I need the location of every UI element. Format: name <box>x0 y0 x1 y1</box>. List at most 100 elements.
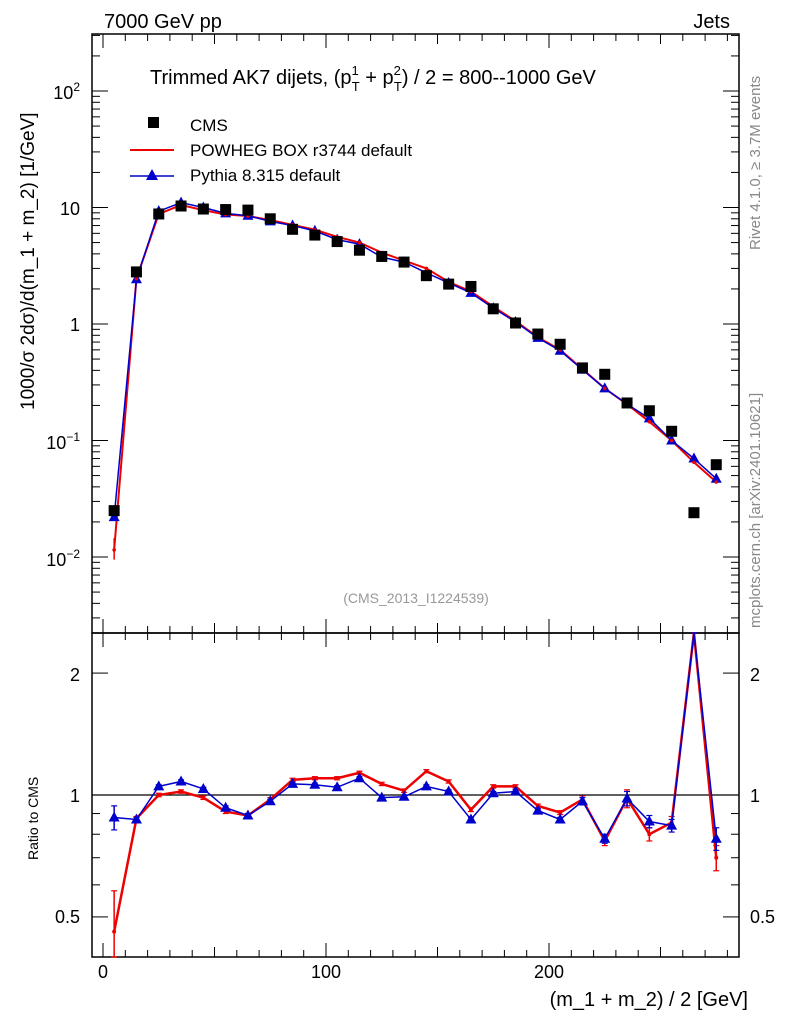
pythia-ratio-point <box>710 832 722 843</box>
powheg-ratio-point <box>335 776 340 781</box>
ratio-y-tick-labels: 2 1 0.5 2 1 0.5 <box>55 665 775 927</box>
pythia-ratio-point <box>443 785 455 796</box>
y-tick-label-0p01: 10−2 <box>46 547 80 570</box>
pythia-ratio-point <box>242 809 254 820</box>
powheg-point <box>134 276 139 281</box>
pythia-ratio-point <box>220 801 232 812</box>
cms-point <box>287 223 299 235</box>
ratio-y-tick-label-2: 2 <box>70 665 80 685</box>
y-tick-label-0p1: 10−1 <box>46 430 80 453</box>
cms-point <box>242 204 254 216</box>
pythia-ratio-point <box>398 790 410 801</box>
pythia-ratio-point <box>153 780 165 791</box>
ratio-y-tick-label-2-right: 2 <box>750 665 760 685</box>
legend-pythia-label: Pythia 8.315 default <box>190 166 341 185</box>
powheg-ratio-point <box>112 929 117 934</box>
ratio-y-tick-label-0p5-right: 0.5 <box>750 907 775 927</box>
powheg-ratio-point <box>424 769 429 774</box>
cms-point <box>510 317 522 329</box>
pythia-ratio-point <box>287 777 299 788</box>
pythia-ratio-line <box>114 632 717 841</box>
cms-point <box>554 338 566 350</box>
powheg-ratio-point <box>647 832 652 837</box>
main-y-tick-labels: 102 10 1 10−1 10−2 <box>46 80 80 570</box>
cms-point <box>331 236 343 248</box>
legend: CMS POWHEG BOX r3744 default Pythia 8.31… <box>130 116 412 185</box>
cms-point <box>197 203 209 215</box>
powheg-ratio-line <box>112 632 718 932</box>
cms-point <box>220 204 232 216</box>
cms-point <box>621 397 633 409</box>
cms-point <box>376 250 388 262</box>
pythia-ratio-point <box>621 792 633 803</box>
cms-point <box>108 505 120 517</box>
y-axis-label: 1000/σ 2dσ)/d(m_1 + m_2) [1/GeV] <box>18 112 39 410</box>
y-tick-label-100: 102 <box>53 80 80 103</box>
cms-point <box>666 425 678 437</box>
powheg-ratio-point <box>714 855 719 860</box>
pythia-ratio-point <box>510 785 522 796</box>
pythia-ratio-point <box>309 778 321 789</box>
pythia-point <box>643 412 655 423</box>
header-left: 7000 GeV pp <box>104 11 222 33</box>
cms-point <box>487 303 499 315</box>
cms-point <box>443 278 455 290</box>
pythia-ratio-point <box>599 832 611 843</box>
cms-point <box>643 405 655 417</box>
pythia-ratio-point <box>197 782 209 793</box>
cms-point <box>175 200 187 212</box>
pythia-ratio-point <box>554 813 566 824</box>
x-tick-label-100: 100 <box>311 962 341 982</box>
pythia-line <box>113 201 717 518</box>
mcplots-label: mcplots.cern.ch [arXiv:2401.10621] <box>747 393 764 628</box>
plot-title: Trimmed AK7 dijets, (p1 T + p2 T) / 2 = 80… <box>150 63 597 94</box>
y-tick-label-1: 1 <box>70 315 80 335</box>
y-tick-label-10: 10 <box>60 199 80 219</box>
powheg-ratio-point <box>558 810 563 815</box>
powheg-ratio-point <box>179 789 184 794</box>
cms-point <box>576 362 588 374</box>
ratio-y-tick-label-1-right: 1 <box>750 786 760 806</box>
powheg-ratio-point <box>201 795 206 800</box>
ratio-y-tick-label-1: 1 <box>70 786 80 806</box>
cms-point <box>532 328 544 340</box>
powheg-point <box>602 386 607 391</box>
powheg-point <box>647 419 652 424</box>
cms-point <box>353 244 365 256</box>
x-tick-label-0: 0 <box>98 962 108 982</box>
pythia-ratio-point <box>420 780 432 791</box>
pythia-ratio-point <box>532 804 544 815</box>
axis-ticks <box>92 34 739 957</box>
pythia-ratio-point <box>108 811 120 822</box>
legend-pythia-marker <box>146 169 158 180</box>
pythia-ratio-point <box>331 781 343 792</box>
cms-point <box>599 368 611 380</box>
powheg-line <box>113 203 717 551</box>
pythia-point <box>710 472 722 483</box>
pythia-ratio-point <box>643 815 655 826</box>
ratio-y-axis-label: Ratio to CMS <box>25 777 41 860</box>
powheg-point <box>714 480 719 484</box>
powheg-ratio-point <box>491 784 496 789</box>
legend-cms-label: CMS <box>190 116 228 135</box>
pythia-ratio-point <box>666 819 678 830</box>
pythia-ratio-point <box>487 787 499 798</box>
header-right: Jets <box>693 11 730 33</box>
pythia-point <box>688 452 700 463</box>
x-tick-labels: 0 100 200 <box>98 962 564 982</box>
x-tick-label-200: 200 <box>534 962 564 982</box>
powheg-ratio-point <box>446 779 451 784</box>
x-axis-label: (m_1 + m_2) / 2 [GeV] <box>550 989 748 1011</box>
cms-point <box>688 507 700 519</box>
cms-point <box>420 270 432 282</box>
pythia-ratio-point <box>264 795 276 806</box>
cms-point <box>264 213 276 225</box>
legend-powheg-label: POWHEG BOX r3744 default <box>190 141 412 160</box>
cms-point <box>398 256 410 268</box>
pythia-ratio-point <box>175 775 187 786</box>
powheg-point <box>692 460 696 465</box>
pythia-ratio-point <box>130 813 142 824</box>
legend-cms-marker <box>148 117 159 128</box>
powheg-ratio-point <box>402 788 407 793</box>
